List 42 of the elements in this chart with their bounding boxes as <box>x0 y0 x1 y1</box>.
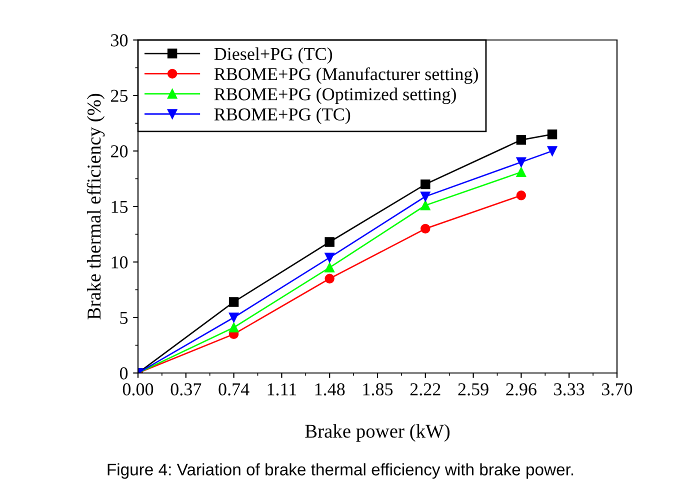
point <box>324 252 334 262</box>
x-tick-label: 2.96 <box>506 383 536 396</box>
y-tick-label: 25 <box>111 90 128 102</box>
y-axis-title: Brake thermal efficiency (%) <box>86 94 105 320</box>
point <box>324 237 334 247</box>
x-tick-label: 0.00 <box>122 383 154 396</box>
x-tick-label: 1.11 <box>268 383 296 396</box>
point <box>420 200 430 210</box>
point <box>516 135 526 145</box>
x-tick-label: 3.33 <box>554 383 584 396</box>
x-tick-label: 0.37 <box>170 383 202 396</box>
legend-label: RBOME+PG (TC) <box>214 108 350 124</box>
point <box>516 190 526 200</box>
y-tick-label: 0 <box>120 367 128 380</box>
point <box>228 322 239 332</box>
point <box>228 297 239 307</box>
legend-label: Diesel+PG (TC) <box>214 47 332 64</box>
x-tick-label: 0.74 <box>218 383 250 396</box>
x-axis-title: Brake power (kW) <box>305 424 450 442</box>
point <box>420 179 430 190</box>
point <box>324 262 334 272</box>
x-tick-label: 1.48 <box>315 383 345 396</box>
point <box>547 146 558 156</box>
point <box>516 167 526 177</box>
x-tick-label: 3.70 <box>602 383 632 396</box>
y-tick-label: 10 <box>112 256 128 268</box>
point <box>420 224 430 234</box>
legend-label: RBOME+PG (Manufacturer setting) <box>214 67 478 84</box>
legend-label: RBOME+PG (Optimized setting) <box>214 88 456 104</box>
x-tick-label: 1.85 <box>363 383 393 396</box>
x-tick-label: 2.22 <box>410 383 440 396</box>
y-tick-label: 15 <box>112 200 128 213</box>
point <box>516 157 526 167</box>
y-tick-label: 5 <box>120 312 128 324</box>
y-tick-label: 30 <box>111 34 128 46</box>
caption: Figure 4: Variation of brake thermal efficiency with brake power. <box>108 463 574 479</box>
point <box>324 274 334 284</box>
point <box>547 129 558 140</box>
y-tick-label: 20 <box>111 145 128 158</box>
point <box>228 312 239 322</box>
point <box>420 192 430 202</box>
x-tick-label: 2.59 <box>458 383 488 396</box>
